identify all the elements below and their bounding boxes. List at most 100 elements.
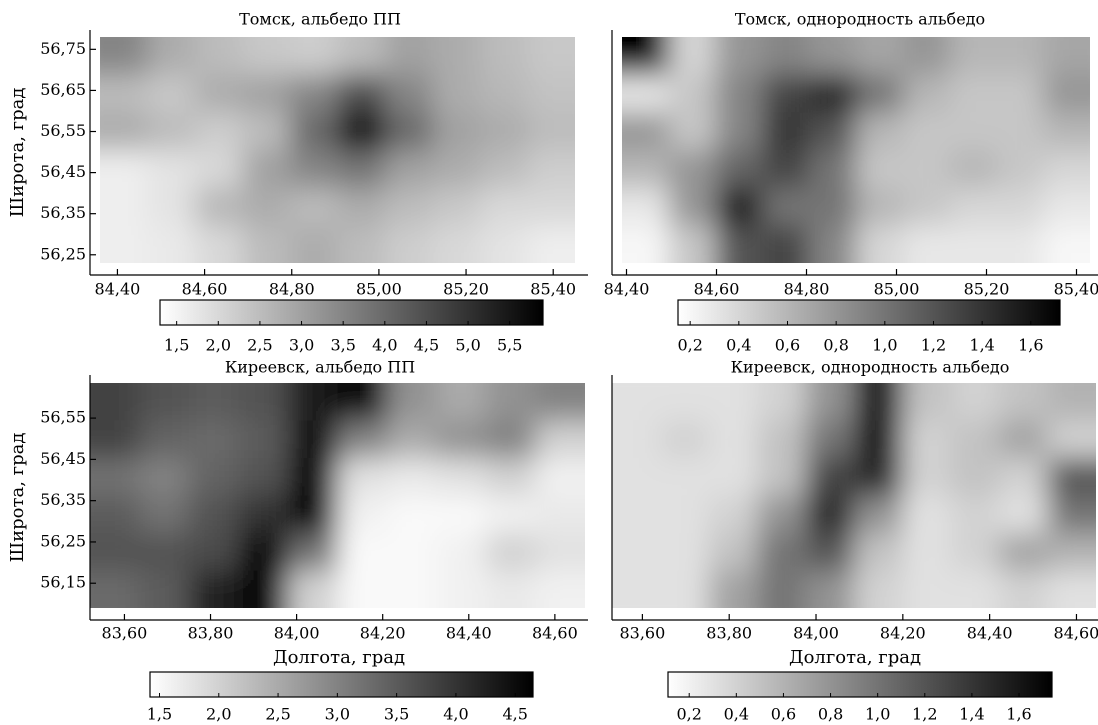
heat-cell [528, 150, 607, 189]
heat-cell [140, 533, 191, 572]
x-tick-label: 83,80 [706, 624, 752, 643]
heat-cell [528, 75, 607, 114]
panel-title: Томск, альбедо ПП [239, 10, 401, 29]
heat-cell [757, 533, 806, 572]
heat-cell [189, 496, 240, 535]
x-tick-label: 85,20 [964, 280, 1010, 299]
heat-cell [486, 533, 537, 572]
x-tick-label: 84,60 [182, 280, 228, 299]
heat-cell [999, 533, 1048, 572]
colorbar-tick-label: 1,2 [912, 705, 937, 724]
heat-cell [189, 458, 240, 497]
heat-cell [709, 533, 758, 572]
heat-cell [592, 150, 670, 189]
x-tick-label: 85,00 [356, 280, 402, 299]
colorbar-tick-label: 1,6 [1006, 705, 1031, 724]
x-tick-label: 83,60 [102, 624, 148, 643]
heat-cell [592, 75, 670, 114]
heat-cell [288, 421, 339, 460]
heat-cell [290, 150, 339, 189]
heat-cell [1043, 150, 1098, 189]
heat-cell [486, 458, 537, 497]
x-tick-label: 84,20 [360, 624, 406, 643]
heat-cell [536, 421, 617, 460]
colorbar [668, 672, 1052, 697]
heat-cell [854, 533, 903, 572]
heat-cell [195, 188, 244, 227]
heat-cell [716, 188, 764, 227]
heat-cell [903, 75, 951, 114]
heat-cell [385, 188, 434, 227]
colorbar-tick-label: 4,5 [414, 336, 439, 355]
heat-cell [592, 112, 670, 151]
colorbar-tick-label: 3,0 [325, 705, 350, 724]
heat-cell [999, 458, 1048, 497]
x-tick-label: 85,00 [874, 280, 920, 299]
colorbar-tick-label: 4,5 [502, 705, 527, 724]
heat-cell [592, 188, 670, 227]
heat-cell [951, 496, 1000, 535]
heat-cell [762, 150, 810, 189]
heat-cell [290, 188, 339, 227]
heat-cell [854, 421, 903, 460]
heat-cell [1048, 533, 1098, 572]
heat-cell [148, 7, 197, 76]
colorbar-tick-label: 1,4 [959, 705, 984, 724]
heat-cell [486, 353, 537, 422]
colorbar-tick-label: 4,0 [372, 336, 397, 355]
heat-cell [1048, 496, 1098, 535]
heat-cell [536, 458, 617, 497]
heatmap-cells [60, 353, 616, 639]
heat-cell [757, 421, 806, 460]
heat-cell [582, 421, 661, 460]
heat-cell [338, 458, 389, 497]
y-tick-label: 56,65 [40, 80, 86, 99]
colorbar-tick-label: 1,0 [865, 705, 890, 724]
x-tick-label: 84,60 [532, 624, 578, 643]
heat-cell [385, 112, 434, 151]
y-tick-label: 56,35 [40, 490, 86, 509]
heat-cell [757, 496, 806, 535]
heat-cell [338, 421, 389, 460]
heat-cell [950, 150, 998, 189]
heat-cell [243, 112, 292, 151]
heat-cell [999, 496, 1048, 535]
colorbar-tick-label: 0,4 [726, 336, 751, 355]
heat-cell [709, 496, 758, 535]
heat-cell [806, 458, 855, 497]
heat-cell [854, 458, 903, 497]
heat-cell [999, 421, 1048, 460]
heat-cell [239, 533, 290, 572]
heat-cell [437, 421, 488, 460]
heat-cell [762, 112, 810, 151]
x-tick-label: 84,80 [269, 280, 315, 299]
heat-cell [669, 188, 717, 227]
heat-cell [1043, 188, 1098, 227]
colorbar-tick-label: 0,6 [775, 336, 800, 355]
heatmap-cells [582, 353, 1098, 639]
heat-cell [486, 421, 537, 460]
heat-cell [903, 112, 951, 151]
heat-cell [195, 75, 244, 114]
heat-cell [856, 75, 904, 114]
heat-cell [387, 421, 438, 460]
panel: Киреевск, однородность альбедо83,6083,80… [582, 353, 1098, 724]
heat-cell [243, 188, 292, 227]
x-tick-label: 84,40 [604, 280, 650, 299]
heat-cell [243, 75, 292, 114]
heat-cell [480, 188, 529, 227]
heat-cell [592, 7, 670, 76]
x-tick-label: 83,60 [619, 624, 665, 643]
heat-cell [387, 458, 438, 497]
heat-cell [809, 112, 857, 151]
y-tick-label: 56,45 [40, 162, 86, 181]
heat-cell [437, 496, 488, 535]
heat-cell [996, 150, 1044, 189]
colorbar-tick-label: 3,5 [384, 705, 409, 724]
heat-cell [660, 458, 709, 497]
colorbar-tick-label: 5,0 [455, 336, 480, 355]
heat-cell [903, 150, 951, 189]
heat-cell [856, 150, 904, 189]
heat-cell [189, 533, 240, 572]
heat-cell [669, 7, 717, 76]
